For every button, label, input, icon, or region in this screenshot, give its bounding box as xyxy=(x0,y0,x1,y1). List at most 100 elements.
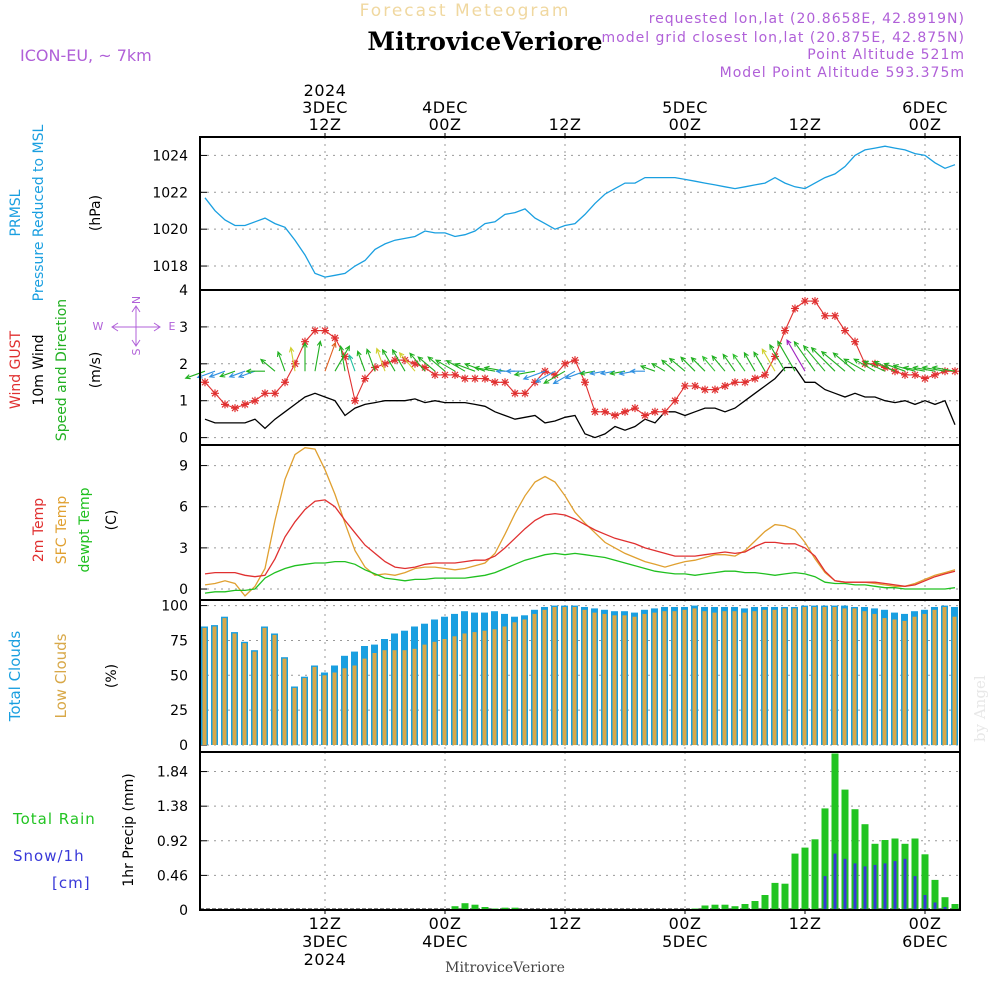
wind-arrow xyxy=(434,359,456,372)
wind-arrow xyxy=(417,356,436,372)
top-time-label: 2024 xyxy=(304,81,347,100)
2-ytick-label: 0 xyxy=(179,582,188,598)
gust-marker xyxy=(571,356,579,365)
cloud-label-low: Low Clouds xyxy=(52,633,70,718)
low-cloud-bar xyxy=(702,611,707,746)
wind-unit: (m/s) xyxy=(88,352,104,389)
gust-marker xyxy=(841,326,849,335)
snow-bar xyxy=(903,858,907,910)
gust-marker xyxy=(401,356,409,365)
gust-marker xyxy=(611,411,619,420)
cloud-label-total: Total Clouds xyxy=(6,631,24,723)
gust-marker xyxy=(761,370,769,379)
wind-arrow xyxy=(680,356,696,372)
wind-arrow xyxy=(288,346,296,372)
temp-label-sfc: SFC Temp xyxy=(54,496,70,565)
top-time-label: 12Z xyxy=(309,115,342,134)
wind-arrow xyxy=(853,358,876,372)
wind-arrow xyxy=(365,348,376,372)
low-cloud-bar xyxy=(712,612,717,746)
gust-marker xyxy=(871,359,879,368)
wind-arrow xyxy=(445,359,466,372)
gust-marker xyxy=(531,378,539,387)
wind-label-gust: Wind GUST xyxy=(8,330,24,409)
low-cloud-bar xyxy=(882,618,887,745)
0-ytick-label: 1022 xyxy=(152,185,188,201)
wind-arrow xyxy=(276,350,286,372)
compass-e: E xyxy=(169,320,176,333)
rain-bar xyxy=(731,906,739,910)
wind-arrow xyxy=(629,368,645,374)
snow-bar xyxy=(893,861,897,910)
gust-marker xyxy=(331,333,339,342)
gust-marker xyxy=(431,370,439,379)
low-cloud-bar xyxy=(622,615,627,745)
low-cloud-bar xyxy=(562,607,567,746)
gust-marker xyxy=(711,385,719,394)
wind-arrow xyxy=(356,350,366,372)
snow-bar xyxy=(853,863,857,910)
wind-arrow xyxy=(219,370,236,378)
wind-arrow xyxy=(302,341,308,372)
low-cloud-bar xyxy=(302,678,307,745)
wind-arrow xyxy=(722,353,736,372)
low-cloud-bar xyxy=(432,641,437,745)
gust-marker xyxy=(671,396,679,405)
gust-marker xyxy=(481,374,489,383)
credit-watermark: by Angel xyxy=(971,675,989,742)
rain-bar xyxy=(801,847,809,910)
low-cloud-bar xyxy=(422,644,427,745)
gust-marker xyxy=(391,356,399,365)
gust-marker xyxy=(341,352,349,361)
gust-marker xyxy=(831,311,839,320)
wind-arrow xyxy=(651,363,666,372)
rain-bar xyxy=(781,883,789,910)
snow-bar xyxy=(873,864,877,910)
gust-marker xyxy=(201,378,209,387)
wind-arrow xyxy=(259,358,276,372)
gust-marker xyxy=(281,378,289,387)
low-cloud-bar xyxy=(742,612,747,746)
gust-marker xyxy=(681,381,689,390)
rain-bar xyxy=(811,839,819,910)
wind-arrow xyxy=(873,361,896,372)
wind-arrow xyxy=(314,340,323,372)
wind-arrow xyxy=(338,344,346,372)
low-cloud-bar xyxy=(692,608,697,746)
compass-s: S xyxy=(130,348,143,355)
gust-marker xyxy=(271,389,279,398)
4-ytick-label: 1.38 xyxy=(157,799,188,815)
top-time-label: 4DEC xyxy=(422,98,468,117)
low-cloud-bar xyxy=(342,668,347,745)
wind-arrow xyxy=(732,353,746,372)
wind-arrow xyxy=(883,362,906,372)
gust-marker xyxy=(471,374,479,383)
0-ytick-label: 1018 xyxy=(152,259,188,275)
low-cloud-bar xyxy=(782,608,787,746)
gust-marker xyxy=(291,359,299,368)
rain-bar xyxy=(841,789,849,910)
wind-arrow xyxy=(902,365,926,372)
gust-marker xyxy=(241,400,249,409)
wind-arrow xyxy=(843,358,866,372)
low-cloud-bar xyxy=(772,609,777,746)
low-cloud-bar xyxy=(382,650,387,745)
low-cloud-bar xyxy=(212,626,217,745)
bottom-time-label: 6DEC xyxy=(902,932,948,951)
1-ytick-label: 2 xyxy=(179,357,188,373)
gust-marker xyxy=(351,396,359,405)
compass-w: W xyxy=(93,320,104,333)
precip-label-rain: Total Rain xyxy=(12,810,96,828)
low-cloud-bar xyxy=(652,612,657,746)
wind-arrow xyxy=(589,370,606,376)
low-cloud-bar xyxy=(572,607,577,746)
gust-marker xyxy=(581,378,589,387)
low-cloud-bar xyxy=(612,615,617,745)
1-ytick-label: 0 xyxy=(179,431,188,447)
wind-arrow xyxy=(921,365,946,372)
low-cloud-bar xyxy=(442,639,447,745)
low-cloud-bar xyxy=(372,653,377,745)
top-time-label: 00Z xyxy=(429,115,462,134)
bottom-time-label: 3DEC xyxy=(302,932,348,951)
